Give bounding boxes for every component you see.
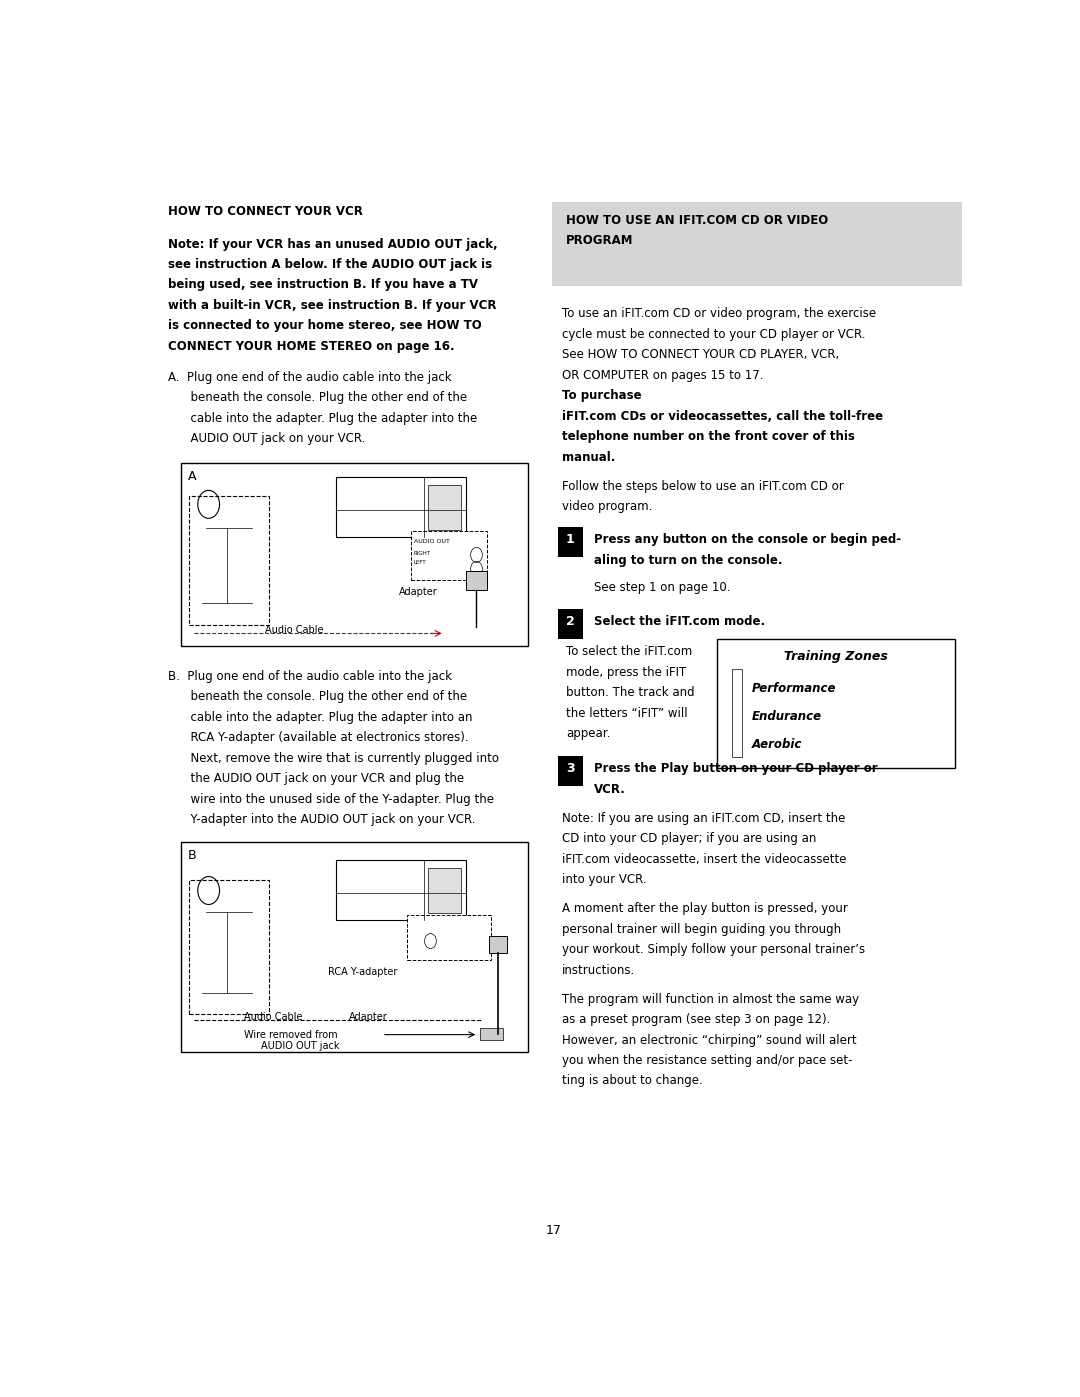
Text: 17: 17 xyxy=(545,1224,562,1236)
Text: Adapter: Adapter xyxy=(349,1011,388,1023)
Text: as a preset program (see step 3 on page 12).: as a preset program (see step 3 on page … xyxy=(562,1013,831,1027)
Text: you when the resistance setting and/or pace set-: you when the resistance setting and/or p… xyxy=(562,1053,852,1067)
Text: see instruction A below. If the AUDIO OUT jack is: see instruction A below. If the AUDIO OU… xyxy=(168,258,492,271)
Text: 1: 1 xyxy=(566,534,575,546)
Bar xyxy=(465,571,486,591)
Text: button. The track and: button. The track and xyxy=(566,686,694,698)
Bar xyxy=(480,1028,503,1039)
Text: beneath the console. Plug the other end of the: beneath the console. Plug the other end … xyxy=(168,690,468,704)
Text: Endurance: Endurance xyxy=(752,710,822,722)
Text: Select the iFIT.com mode.: Select the iFIT.com mode. xyxy=(594,615,765,629)
Text: into your VCR.: into your VCR. xyxy=(562,873,647,886)
Text: Press the Play button on your CD player or: Press the Play button on your CD player … xyxy=(594,763,877,775)
Bar xyxy=(181,464,528,647)
Text: Training Zones: Training Zones xyxy=(784,650,888,662)
Text: beneath the console. Plug the other end of the: beneath the console. Plug the other end … xyxy=(168,391,468,404)
Bar xyxy=(336,478,465,536)
Text: instructions.: instructions. xyxy=(562,964,635,977)
Text: To select the iFIT.com: To select the iFIT.com xyxy=(566,645,692,658)
Text: AUDIO OUT jack: AUDIO OUT jack xyxy=(260,1041,339,1051)
Text: 3: 3 xyxy=(566,763,575,775)
Text: CONNECT YOUR HOME STEREO on page 16.: CONNECT YOUR HOME STEREO on page 16. xyxy=(168,339,455,353)
Text: Wire removed from: Wire removed from xyxy=(244,1031,337,1041)
Text: is connected to your home stereo, see HOW TO: is connected to your home stereo, see HO… xyxy=(168,320,483,332)
Text: Audio Cable: Audio Cable xyxy=(265,624,323,634)
Text: cycle must be connected to your CD player or VCR.: cycle must be connected to your CD playe… xyxy=(562,328,865,341)
Text: appear.: appear. xyxy=(566,726,610,740)
Text: HOW TO USE AN IFIT.COM CD OR VIDEO: HOW TO USE AN IFIT.COM CD OR VIDEO xyxy=(566,214,828,226)
Text: wire into the unused side of the Y-adapter. Plug the: wire into the unused side of the Y-adapt… xyxy=(168,792,495,806)
Text: LEFT: LEFT xyxy=(414,560,427,566)
Text: Performance: Performance xyxy=(752,682,836,694)
Text: iFIT.com CDs or videocassettes, call the toll-free: iFIT.com CDs or videocassettes, call the… xyxy=(562,409,883,423)
Bar xyxy=(407,915,490,960)
Text: RCA Y-adapter: RCA Y-adapter xyxy=(327,967,396,977)
Text: AUDIO OUT jack on your VCR.: AUDIO OUT jack on your VCR. xyxy=(168,432,366,446)
Text: A: A xyxy=(188,469,197,483)
Text: B.  Plug one end of the audio cable into the jack: B. Plug one end of the audio cable into … xyxy=(168,671,453,683)
Text: RCA Y-adapter (available at electronics stores).: RCA Y-adapter (available at electronics … xyxy=(168,731,469,745)
Bar xyxy=(552,203,962,286)
Bar xyxy=(557,527,583,557)
Text: cable into the adapter. Plug the adapter into an: cable into the adapter. Plug the adapter… xyxy=(168,711,473,724)
Text: HOW TO CONNECT YOUR VCR: HOW TO CONNECT YOUR VCR xyxy=(168,205,363,218)
Text: Aerobic: Aerobic xyxy=(752,738,802,750)
Text: being used, see instruction B. If you have a TV: being used, see instruction B. If you ha… xyxy=(168,278,478,292)
Bar xyxy=(189,880,269,1014)
Text: See step 1 on page 10.: See step 1 on page 10. xyxy=(594,581,730,594)
Text: To purchase: To purchase xyxy=(562,390,642,402)
Bar xyxy=(717,638,956,768)
Text: with a built-in VCR, see instruction B. If your VCR: with a built-in VCR, see instruction B. … xyxy=(168,299,497,312)
Text: mode, press the iFIT: mode, press the iFIT xyxy=(566,666,686,679)
Text: cable into the adapter. Plug the adapter into the: cable into the adapter. Plug the adapter… xyxy=(168,412,477,425)
Text: the AUDIO OUT jack on your VCR and plug the: the AUDIO OUT jack on your VCR and plug … xyxy=(168,773,464,785)
Text: 2: 2 xyxy=(566,615,575,629)
Text: RIGHT: RIGHT xyxy=(414,550,431,556)
Text: The program will function in almost the same way: The program will function in almost the … xyxy=(562,993,859,1006)
Text: iFIT.com videocassette, insert the videocassette: iFIT.com videocassette, insert the video… xyxy=(562,852,847,866)
Bar xyxy=(428,485,461,529)
Text: AUDIO OUT: AUDIO OUT xyxy=(414,539,449,543)
Text: To use an iFIT.com CD or video program, the exercise: To use an iFIT.com CD or video program, … xyxy=(562,307,876,320)
Text: Y-adapter into the AUDIO OUT jack on your VCR.: Y-adapter into the AUDIO OUT jack on you… xyxy=(168,813,476,826)
Text: personal trainer will begin guiding you through: personal trainer will begin guiding you … xyxy=(562,923,841,936)
Text: Audio Cable: Audio Cable xyxy=(244,1011,302,1023)
Text: the letters “iFIT” will: the letters “iFIT” will xyxy=(566,707,688,719)
Text: aling to turn on the console.: aling to turn on the console. xyxy=(594,553,782,567)
Bar xyxy=(189,496,269,624)
Text: Press any button on the console or begin ped-: Press any button on the console or begin… xyxy=(594,534,901,546)
Text: Note: If you are using an iFIT.com CD, insert the: Note: If you are using an iFIT.com CD, i… xyxy=(562,812,846,826)
Text: video program.: video program. xyxy=(562,500,652,513)
Text: A.  Plug one end of the audio cable into the jack: A. Plug one end of the audio cable into … xyxy=(168,372,453,384)
Bar xyxy=(428,868,461,914)
Bar xyxy=(557,756,583,787)
Text: However, an electronic “chirping” sound will alert: However, an electronic “chirping” sound … xyxy=(562,1034,856,1046)
Text: PROGRAM: PROGRAM xyxy=(566,235,634,247)
Bar xyxy=(181,842,528,1052)
Text: ting is about to change.: ting is about to change. xyxy=(562,1074,703,1087)
Bar xyxy=(336,861,465,919)
Text: Next, remove the wire that is currently plugged into: Next, remove the wire that is currently … xyxy=(168,752,499,764)
Text: Follow the steps below to use an iFIT.com CD or: Follow the steps below to use an iFIT.co… xyxy=(562,479,843,493)
Text: B: B xyxy=(188,848,197,862)
Bar xyxy=(489,936,508,953)
Text: Note: If your VCR has an unused AUDIO OUT jack,: Note: If your VCR has an unused AUDIO OU… xyxy=(168,237,498,250)
Text: Adapter: Adapter xyxy=(399,587,437,597)
Text: telephone number on the front cover of this: telephone number on the front cover of t… xyxy=(562,430,854,443)
Text: OR COMPUTER on pages 15 to 17.: OR COMPUTER on pages 15 to 17. xyxy=(562,369,764,381)
Text: A moment after the play button is pressed, your: A moment after the play button is presse… xyxy=(562,902,848,915)
Bar xyxy=(557,609,583,638)
Text: manual.: manual. xyxy=(562,451,616,464)
Bar xyxy=(732,669,742,757)
Text: CD into your CD player; if you are using an: CD into your CD player; if you are using… xyxy=(562,833,816,845)
Text: your workout. Simply follow your personal trainer’s: your workout. Simply follow your persona… xyxy=(562,943,865,956)
Text: VCR.: VCR. xyxy=(594,782,625,796)
Text: See HOW TO CONNECT YOUR CD PLAYER, VCR,: See HOW TO CONNECT YOUR CD PLAYER, VCR, xyxy=(562,348,839,362)
Bar xyxy=(411,531,487,580)
